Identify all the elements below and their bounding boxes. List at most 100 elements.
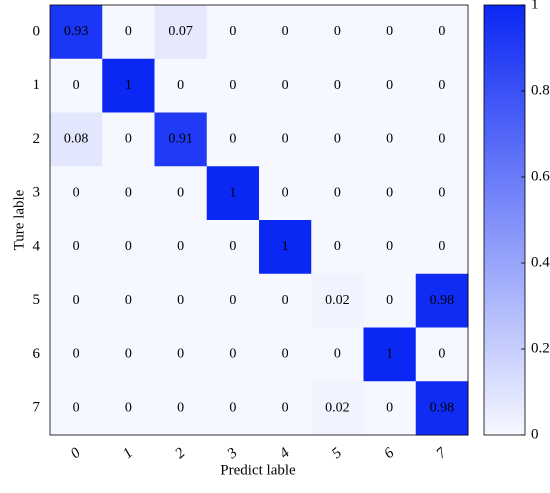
cell-label: 0 <box>438 78 445 93</box>
cell-label: 0 <box>229 293 236 308</box>
cell-label: 0.02 <box>325 293 350 308</box>
y-tick-label: 2 <box>33 131 41 147</box>
cell <box>259 220 312 275</box>
colorbar-tick-label: 0.4 <box>531 254 550 270</box>
cell <box>102 166 155 221</box>
cell <box>206 5 260 60</box>
cell <box>206 58 260 113</box>
cell-label: 0 <box>125 24 132 39</box>
cell <box>311 273 364 328</box>
cell <box>311 166 364 221</box>
cell <box>415 381 469 436</box>
cell <box>50 381 103 436</box>
cell-label: 0 <box>438 239 445 254</box>
cell <box>259 166 312 221</box>
cell <box>50 220 103 275</box>
cell <box>363 220 417 275</box>
cell <box>154 166 208 221</box>
cell-label: 0 <box>125 347 132 362</box>
cell <box>415 58 469 113</box>
cell-label: 0 <box>125 400 132 415</box>
cell <box>415 220 469 275</box>
cell <box>154 273 208 328</box>
colorbar-tick-label: 0.2 <box>531 340 550 356</box>
cell-label: 0 <box>229 400 236 415</box>
cell-label: 0 <box>177 239 184 254</box>
cell-label: 0 <box>229 347 236 362</box>
x-tick-label: 7 <box>433 444 450 462</box>
cell-label: 0 <box>177 347 184 362</box>
y-tick-label: 3 <box>33 185 41 201</box>
y-axis-label: Ture lable <box>11 189 27 250</box>
cell-label: 0 <box>334 78 341 93</box>
cell-label: 0 <box>386 293 393 308</box>
cell-label: 0 <box>125 185 132 200</box>
cell-label: 1 <box>282 239 289 254</box>
colorbar <box>483 4 526 436</box>
cell <box>311 112 364 167</box>
cell <box>154 327 208 382</box>
cell-label: 0 <box>334 347 341 362</box>
cell <box>102 58 155 113</box>
plot-frame <box>49 4 469 436</box>
cell-label: 0 <box>438 24 445 39</box>
cell-label: 0 <box>334 132 341 147</box>
cell <box>259 381 312 436</box>
cell <box>102 327 155 382</box>
x-tick-label: 1 <box>120 445 136 462</box>
cell-label: 0 <box>73 293 80 308</box>
cell-label: 0.02 <box>325 400 350 415</box>
colorbar-tick-label: 0.6 <box>531 168 550 184</box>
cell-label: 0.98 <box>430 293 455 308</box>
cell <box>102 5 155 60</box>
cell-label: 0 <box>334 239 341 254</box>
cell-label: 0 <box>282 78 289 93</box>
x-tick-label: 4 <box>277 445 293 462</box>
cell <box>259 5 312 60</box>
cell-label: 0 <box>282 293 289 308</box>
cell-label: 0 <box>177 78 184 93</box>
cell <box>259 327 312 382</box>
cell <box>102 112 155 167</box>
cell <box>363 112 417 167</box>
cell-label: 1 <box>229 185 236 200</box>
cell-label: 0 <box>438 132 445 147</box>
cell-label: 0 <box>229 78 236 93</box>
cell-label: 0 <box>386 239 393 254</box>
cell-label: 0 <box>334 185 341 200</box>
cell <box>154 220 208 275</box>
cell-label: 0 <box>73 78 80 93</box>
cell <box>415 112 469 167</box>
cell <box>154 381 208 436</box>
cell-label: 0 <box>177 293 184 308</box>
cell-label: 0 <box>177 185 184 200</box>
cell <box>363 166 417 221</box>
cell <box>102 220 155 275</box>
x-axis-label: Predict lable <box>220 462 296 478</box>
cell <box>154 58 208 113</box>
cell <box>206 112 260 167</box>
cell <box>363 58 417 113</box>
cell-label: 1 <box>386 347 393 362</box>
cell <box>102 381 155 436</box>
cell-label: 0 <box>73 239 80 254</box>
colorbar-tick-label: 1 <box>531 0 539 12</box>
cell-label: 0 <box>334 24 341 39</box>
cell-label: 0 <box>282 400 289 415</box>
y-tick-label: 5 <box>33 292 41 308</box>
cell <box>206 166 260 221</box>
cell <box>50 5 103 60</box>
cell <box>363 327 417 382</box>
cell <box>415 273 469 328</box>
cell <box>102 273 155 328</box>
cell-label: 0 <box>386 400 393 415</box>
cell-label: 0 <box>229 132 236 147</box>
cell <box>206 273 260 328</box>
cell-label: 0 <box>386 185 393 200</box>
cell <box>50 327 103 382</box>
cell <box>311 327 364 382</box>
cell-label: 0 <box>125 132 132 147</box>
cell <box>50 166 103 221</box>
